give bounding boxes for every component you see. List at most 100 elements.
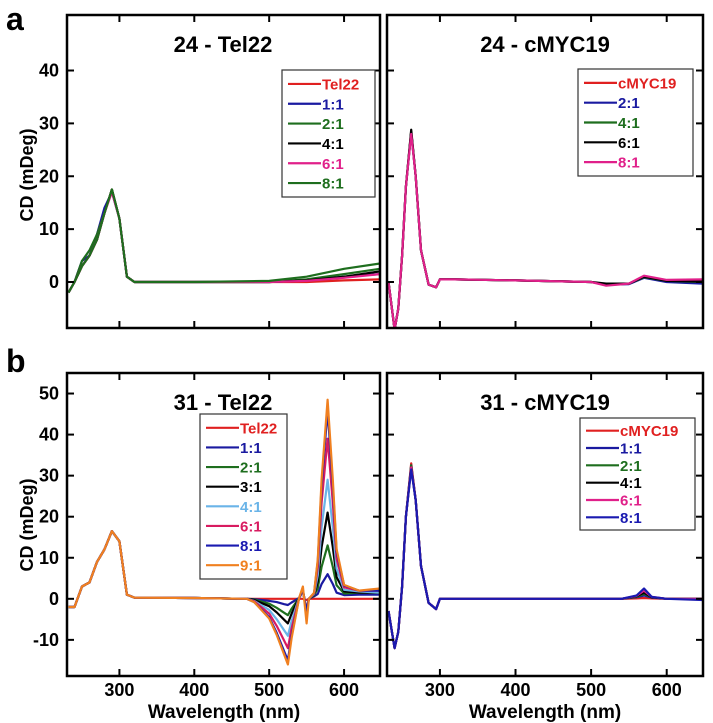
- plot-frame: [385, 371, 705, 678]
- y-tick-label: 50: [39, 384, 59, 404]
- y-tick-label: 30: [39, 466, 59, 486]
- series-group: [67, 188, 380, 294]
- x-tick-label: 400: [179, 680, 209, 700]
- x-axis-label-right: Wavelength (nm): [469, 702, 621, 723]
- y-tick-label: 10: [39, 548, 59, 568]
- x-tick-label: 300: [104, 680, 134, 700]
- legend-entry: 4:1: [206, 499, 262, 516]
- panel-title: 31 - cMYC19: [480, 390, 610, 415]
- series-group: [387, 462, 703, 650]
- legend-entry: cMYC19: [584, 75, 676, 92]
- legend-label: cMYC19: [618, 75, 676, 92]
- legend-label: 4:1: [322, 136, 344, 153]
- y-axis-label-b: CD (mDeg): [17, 478, 37, 571]
- legend-label: Tel22: [240, 420, 277, 437]
- y-tick-label: 20: [39, 507, 59, 527]
- x-tick-label: 500: [254, 680, 284, 700]
- legend-label: 8:1: [618, 155, 640, 172]
- series-group: [387, 128, 703, 328]
- legend-label: 4:1: [240, 499, 262, 516]
- legend-entry: 1:1: [586, 441, 642, 458]
- legend: Tel22 1:1 2:1 3:1 4:1 6:1 8:1 9:1: [199, 413, 288, 580]
- legend-label: 2:1: [620, 458, 642, 475]
- x-axis-label-left: Wavelength (nm): [148, 702, 300, 723]
- legend-entry: 8:1: [288, 176, 344, 193]
- legend-label: 6:1: [620, 493, 642, 510]
- series-line-8-1: [387, 132, 703, 328]
- legend-entry: 6:1: [288, 156, 344, 173]
- series-line-8-1: [67, 188, 380, 294]
- legend-entry: 6:1: [206, 518, 262, 535]
- x-tick-label: 400: [500, 680, 530, 700]
- legend-entry: 9:1: [206, 558, 262, 575]
- legend-entry: 1:1: [206, 440, 262, 457]
- legend: Tel22 1:1 2:1 4:1 6:1 8:1: [281, 69, 376, 198]
- legend-label: 2:1: [618, 95, 640, 112]
- legend-label: 1:1: [620, 441, 642, 458]
- legend-entry: 4:1: [584, 115, 640, 132]
- y-tick-label: 40: [39, 61, 59, 81]
- legend-entry: 2:1: [288, 116, 344, 133]
- series-line-9-1: [68, 398, 380, 666]
- legend-entry: 4:1: [586, 475, 642, 492]
- panel-label-b: b: [6, 343, 26, 379]
- legend-label: 3:1: [240, 479, 262, 496]
- legend-entry: 4:1: [288, 136, 344, 153]
- legend-entry: 1:1: [288, 96, 344, 113]
- legend-label: 1:1: [322, 96, 344, 113]
- panel-a-left: 0 10 20 30 40 24 - Tel22 Tel22 1:1 2:1 4:1 6:1 8:1: [39, 13, 382, 330]
- y-tick-label: 0: [49, 272, 59, 292]
- legend-label: Tel22: [322, 76, 359, 93]
- legend-label: cMYC19: [620, 423, 678, 440]
- legend-label: 6:1: [240, 518, 262, 535]
- legend-label: 1:1: [240, 440, 262, 457]
- x-tick-label: 500: [576, 680, 606, 700]
- series-line-8-1: [387, 468, 703, 650]
- plot-frame: [65, 371, 382, 678]
- panel-title: 24 - Tel22: [174, 32, 273, 57]
- legend: cMYC19 2:1 4:1 6:1 8:1: [577, 68, 694, 177]
- plot-frame: [65, 13, 382, 330]
- legend-entry: 6:1: [584, 135, 640, 152]
- legend-label: 6:1: [618, 135, 640, 152]
- legend-entry: cMYC19: [586, 423, 678, 440]
- legend-entry: 2:1: [206, 460, 262, 477]
- legend-entry: 8:1: [206, 538, 262, 555]
- legend-entry: Tel22: [206, 420, 277, 437]
- legend-label: 4:1: [618, 115, 640, 132]
- x-tick-label: 600: [329, 680, 359, 700]
- y-tick-label: 30: [39, 113, 59, 133]
- legend-label: 8:1: [240, 538, 262, 555]
- legend-label: 2:1: [322, 116, 344, 133]
- legend-label: 6:1: [322, 156, 344, 173]
- y-tick-label: 0: [49, 589, 59, 609]
- panel-label-a: a: [6, 1, 24, 37]
- y-tick-label: -10: [33, 630, 59, 650]
- x-tick-label: 300: [425, 680, 455, 700]
- legend-entry: 3:1: [206, 479, 262, 496]
- legend-entry: Tel22: [288, 76, 359, 93]
- legend-label: 9:1: [240, 558, 262, 575]
- legend-label: 4:1: [620, 475, 642, 492]
- y-tick-label: 20: [39, 166, 59, 186]
- x-tick-label: 600: [652, 680, 682, 700]
- legend-entry: 6:1: [586, 493, 642, 510]
- legend-label: 8:1: [322, 176, 344, 193]
- panel-a-right: 24 - cMYC19 cMYC19 2:1 4:1 6:1 8:1: [385, 13, 705, 330]
- plot-frame: [385, 13, 705, 330]
- panel-title: 31 - Tel22: [174, 390, 273, 415]
- y-axis-label-a: CD (mDeg): [17, 128, 37, 221]
- series-group: [68, 398, 380, 666]
- panel-title: 24 - cMYC19: [480, 32, 610, 57]
- legend-entry: 8:1: [584, 155, 640, 172]
- y-tick-label: 40: [39, 425, 59, 445]
- legend-entry: 2:1: [586, 458, 642, 475]
- legend-label: 8:1: [620, 510, 642, 527]
- legend-label: 2:1: [240, 460, 262, 477]
- y-tick-label: 10: [39, 219, 59, 239]
- legend-entry: 2:1: [584, 95, 640, 112]
